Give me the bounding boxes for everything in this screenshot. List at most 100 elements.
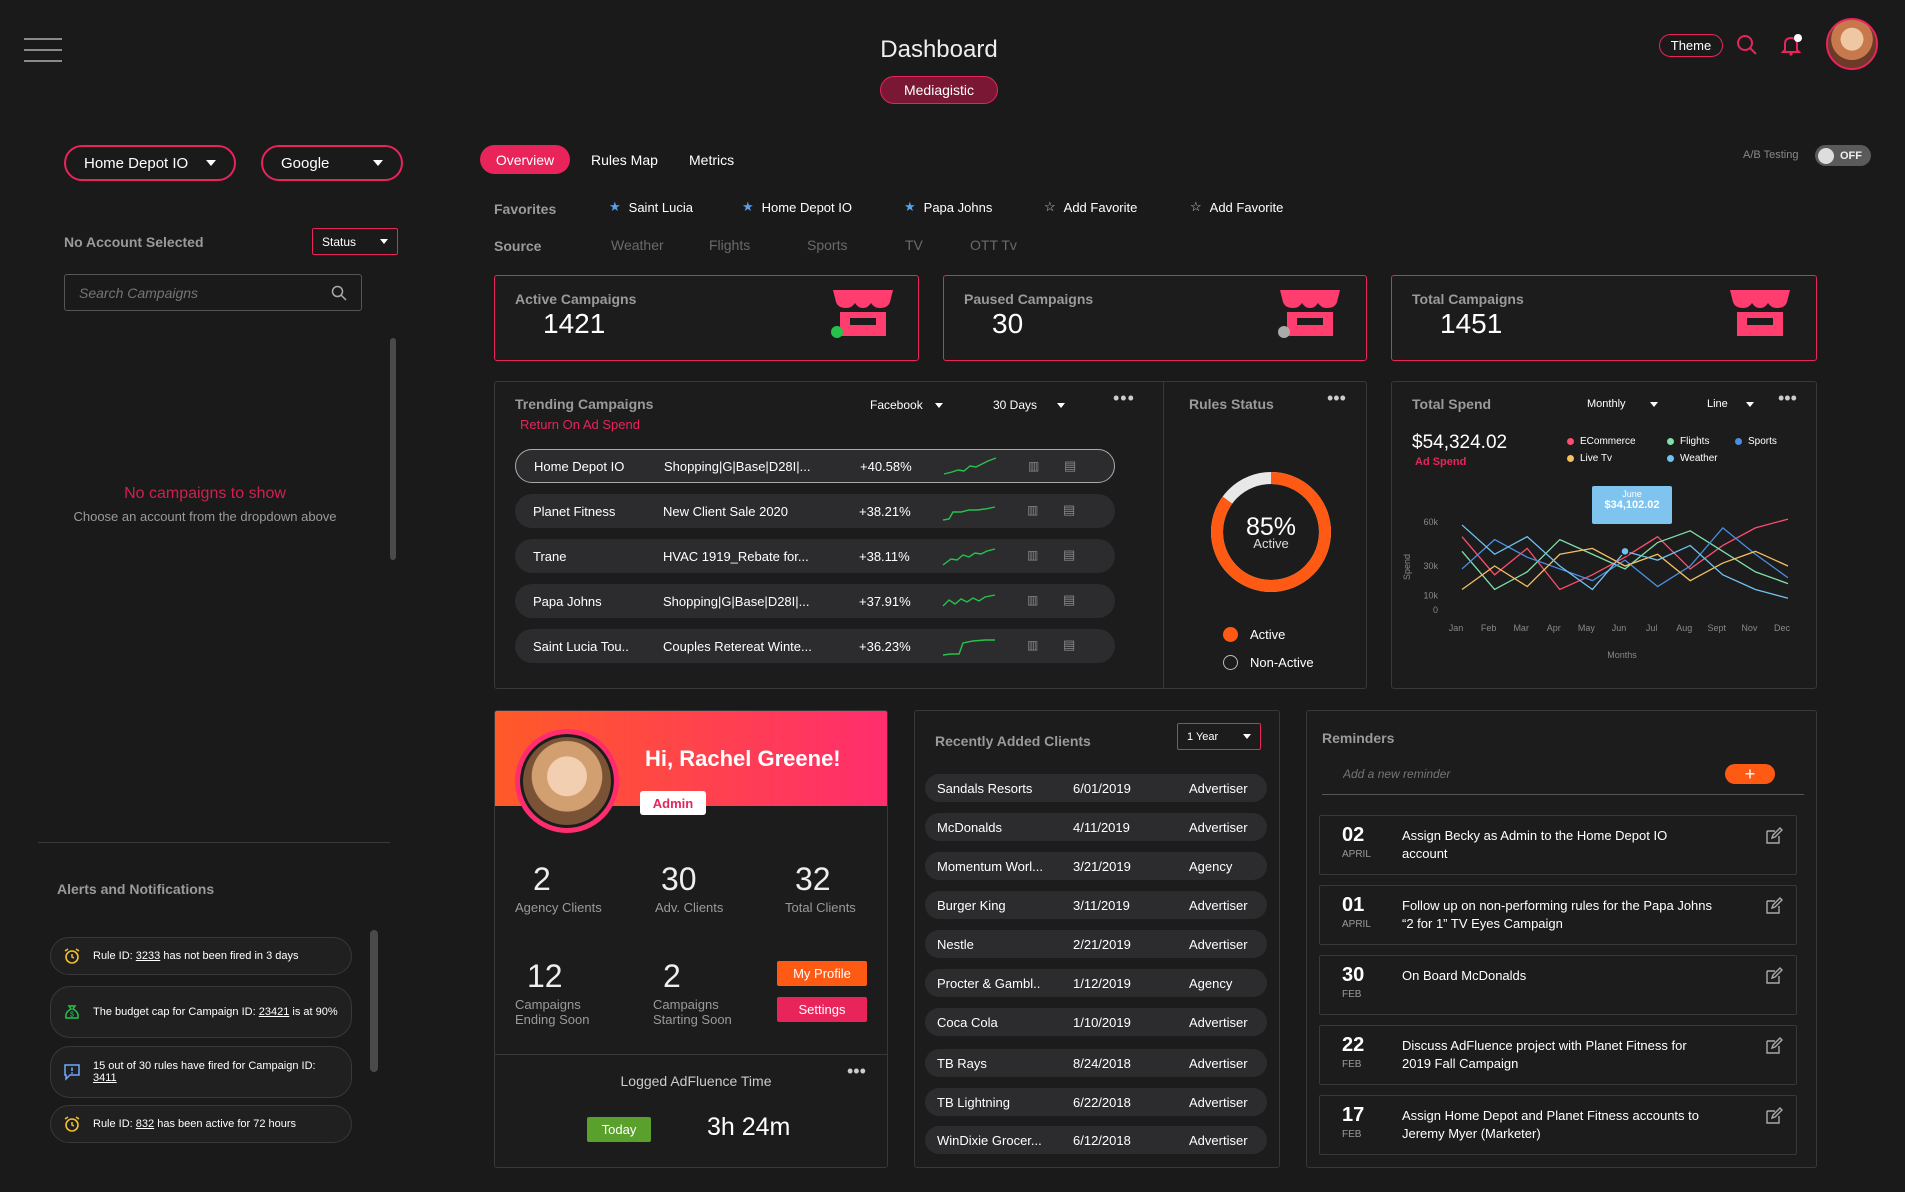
client-row[interactable]: Momentum Worl... 3/21/2019 Agency [925, 852, 1267, 880]
client-row[interactable]: McDonalds 4/11/2019 Advertiser [925, 813, 1267, 841]
reminder-item[interactable]: 02 APRIL Assign Becky as Admin to the Ho… [1319, 815, 1797, 875]
edit-icon[interactable] [1764, 826, 1784, 846]
client-row[interactable]: Procter & Gambl.. 1/12/2019 Agency [925, 969, 1267, 997]
alert-item[interactable]: Rule ID: 832 has been active for 72 hour… [50, 1105, 352, 1143]
sidebar-scrollbar[interactable] [390, 338, 396, 560]
period-dropdown[interactable]: Monthly [1587, 398, 1658, 410]
edit-icon[interactable] [1764, 966, 1784, 986]
client-row[interactable]: WinDixie Grocer... 6/12/2018 Advertiser [925, 1126, 1267, 1154]
star-outline-icon: ☆ [1190, 199, 1202, 214]
reminder-item[interactable]: 01 APRIL Follow up on non-performing rul… [1319, 885, 1797, 945]
document-icon[interactable]: ▤ [1063, 592, 1076, 607]
kpi-active-campaigns[interactable]: Active Campaigns 1421 [494, 275, 919, 361]
client-row[interactable]: Burger King 3/11/2019 Advertiser [925, 891, 1267, 919]
client-row[interactable]: TB Rays 8/24/2018 Advertiser [925, 1049, 1267, 1077]
document-icon[interactable]: ▤ [1063, 547, 1076, 562]
alert-item[interactable]: 15 out of 30 rules have fired for Campai… [50, 1046, 352, 1098]
x-tick-label: Dec [1774, 623, 1791, 633]
org-badge[interactable]: Mediagistic [880, 76, 998, 104]
search-icon[interactable] [331, 285, 347, 301]
status-dropdown[interactable]: Status [312, 228, 398, 255]
tab-rules-map[interactable]: Rules Map [591, 152, 658, 168]
rule-id-link[interactable]: 3233 [135, 950, 161, 962]
client-row[interactable]: Sandals Resorts 6/01/2019 Advertiser [925, 774, 1267, 802]
bar-chart-icon[interactable]: ▥ [1027, 548, 1039, 562]
bar-chart-icon[interactable]: ▥ [1027, 503, 1039, 517]
chart-type-dropdown[interactable]: Line [1707, 398, 1754, 410]
alerts-scrollbar[interactable] [370, 930, 378, 1072]
today-button[interactable]: Today [587, 1117, 651, 1142]
bell-icon[interactable] [1780, 33, 1804, 57]
logged-more-icon[interactable]: ••• [847, 1061, 866, 1081]
account-dropdown[interactable]: Home Depot IO [64, 145, 236, 181]
legend-item[interactable]: Weather [1667, 453, 1718, 464]
client-row[interactable]: Coca Cola 1/10/2019 Advertiser [925, 1008, 1267, 1036]
campaign-id-link[interactable]: 23421 [258, 1006, 290, 1018]
add-reminder-button[interactable]: + [1725, 764, 1775, 784]
trending-row[interactable]: Saint Lucia Tou.. Couples Retereat Winte… [515, 629, 1115, 663]
favorite-item[interactable]: ★ Saint Lucia [609, 199, 693, 215]
trending-row[interactable]: Planet Fitness New Client Sale 2020 +38.… [515, 494, 1115, 528]
y-tick-label: 0 [1433, 605, 1438, 615]
reminder-item[interactable]: 17 FEB Assign Home Depot and Planet Fitn… [1319, 1095, 1797, 1155]
document-icon[interactable]: ▤ [1063, 637, 1076, 652]
favorite-item[interactable]: ★ Home Depot IO [742, 199, 852, 215]
ab-testing-toggle[interactable]: OFF [1815, 145, 1871, 166]
source-flights[interactable]: Flights [709, 237, 751, 253]
edit-icon[interactable] [1764, 896, 1784, 916]
clients-range-dropdown[interactable]: 1 Year [1177, 723, 1261, 750]
trending-row[interactable]: Home Depot IO Shopping|G|Base|D28I|... +… [515, 449, 1115, 483]
menu-icon[interactable] [24, 38, 64, 64]
legend-item[interactable]: Sports [1735, 436, 1777, 447]
tab-overview[interactable]: Overview [480, 145, 570, 174]
edit-icon[interactable] [1764, 1036, 1784, 1056]
favorite-item[interactable]: ★ Papa Johns [904, 199, 993, 215]
alert-item[interactable]: Rule ID: 3233 has not been fired in 3 da… [50, 937, 352, 975]
add-reminder-input[interactable] [1343, 767, 1693, 781]
trending-platform-dropdown[interactable]: Facebook [870, 398, 943, 412]
search-campaigns-box[interactable] [64, 274, 362, 311]
trending-row[interactable]: Papa Johns Shopping|G|Base|D28I|... +37.… [515, 584, 1115, 618]
avatar[interactable] [1826, 18, 1878, 70]
kpi-total-campaigns[interactable]: Total Campaigns 1451 [1391, 275, 1817, 361]
source-tv[interactable]: TV [905, 237, 923, 253]
document-icon[interactable]: ▤ [1063, 502, 1076, 517]
client-row[interactable]: TB Lightning 6/22/2018 Advertiser [925, 1088, 1267, 1116]
tab-metrics[interactable]: Metrics [689, 152, 735, 168]
legend-active: Active [1223, 627, 1285, 642]
source-sports[interactable]: Sports [807, 237, 848, 253]
alert-item[interactable]: $ The budget cap for Campaign ID: 23421 … [50, 986, 352, 1038]
theme-button[interactable]: Theme [1659, 34, 1723, 57]
platform-dropdown[interactable]: Google [261, 145, 403, 181]
legend-item[interactable]: ECommerce [1567, 436, 1636, 447]
add-favorite-button[interactable]: ☆ Add Favorite [1190, 199, 1284, 215]
spend-more-icon[interactable]: ••• [1778, 388, 1797, 408]
search-icon[interactable] [1736, 34, 1758, 56]
kpi-paused-campaigns[interactable]: Paused Campaigns 30 [943, 275, 1367, 361]
trending-range-dropdown[interactable]: 30 Days [993, 398, 1066, 412]
search-campaigns-input[interactable] [79, 284, 309, 301]
profile-avatar[interactable] [515, 729, 619, 833]
client-row[interactable]: Nestle 2/21/2019 Advertiser [925, 930, 1267, 958]
legend-item[interactable]: Flights [1667, 436, 1709, 447]
my-profile-button[interactable]: My Profile [777, 961, 867, 986]
legend-label: Sports [1748, 436, 1777, 447]
bar-chart-icon[interactable]: ▥ [1028, 459, 1040, 473]
add-favorite-button[interactable]: ☆ Add Favorite [1044, 199, 1138, 215]
trending-row[interactable]: Trane HVAC 1919_Rebate for... +38.11% ▥ … [515, 539, 1115, 573]
settings-button[interactable]: Settings [777, 997, 867, 1022]
reminder-item[interactable]: 22 FEB Discuss AdFluence project with Pl… [1319, 1025, 1797, 1085]
source-weather[interactable]: Weather [611, 237, 664, 253]
bar-chart-icon[interactable]: ▥ [1027, 638, 1039, 652]
reminder-day: 17 [1342, 1104, 1365, 1126]
source-ott-tv[interactable]: OTT Tv [970, 237, 1017, 253]
trending-more-icon[interactable]: ••• [1113, 388, 1135, 408]
legend-item[interactable]: Live Tv [1567, 453, 1612, 464]
campaign-id-link[interactable]: 3411 [93, 1072, 117, 1084]
reminder-item[interactable]: 30 FEB On Board McDonalds [1319, 955, 1797, 1015]
document-icon[interactable]: ▤ [1064, 458, 1077, 473]
bar-chart-icon[interactable]: ▥ [1027, 593, 1039, 607]
rules-more-icon[interactable]: ••• [1327, 388, 1346, 408]
edit-icon[interactable] [1764, 1106, 1784, 1126]
rule-id-link[interactable]: 832 [135, 1118, 155, 1130]
